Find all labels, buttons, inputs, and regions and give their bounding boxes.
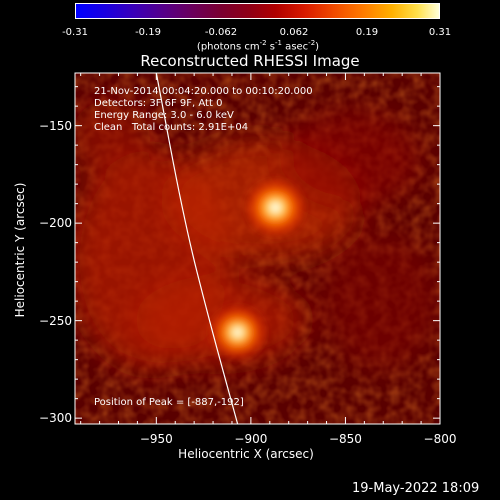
colorbar-tick: -0.31 bbox=[62, 27, 88, 38]
x-tick-label: −850 bbox=[328, 432, 362, 446]
y-tick-label: −150 bbox=[39, 118, 72, 133]
diffuse-emission bbox=[75, 100, 440, 370]
timestamp-footer: 19-May-2022 18:09 bbox=[352, 481, 480, 496]
x-tick-label: −900 bbox=[234, 432, 268, 446]
clean-counts: Clean Total counts: 2.91E+04 bbox=[94, 122, 249, 133]
emission-source bbox=[271, 203, 280, 212]
y-axis-title: Heliocentric Y (arcsec) bbox=[13, 182, 27, 318]
x-tick-label: −950 bbox=[139, 432, 173, 446]
y-tick-label: −200 bbox=[39, 216, 72, 231]
emission-source bbox=[233, 328, 242, 336]
y-tick-label: −300 bbox=[39, 411, 72, 426]
observation-time: 21-Nov-2014 00:04:20.000 to 00:10:20.000 bbox=[94, 86, 313, 97]
colorbar-tick: 0.19 bbox=[355, 27, 379, 38]
colorbar-tick: 0.31 bbox=[428, 27, 452, 38]
x-axis-title: Heliocentric X (arcsec) bbox=[178, 447, 314, 461]
colorbar-tick: 0.062 bbox=[279, 27, 309, 38]
detectors-info: Detectors: 3F 6F 9F, Att 0 bbox=[94, 98, 223, 109]
solar-limb-line bbox=[155, 73, 239, 424]
colorbar-tick: -0.062 bbox=[204, 27, 238, 38]
colorbar-unit-label: (photons cm-2 s-1 asec-2) bbox=[196, 39, 320, 53]
energy-range: Energy Range: 3.0 - 6.0 keV bbox=[94, 110, 234, 121]
colorbar bbox=[75, 3, 440, 19]
colorbar-tick: -0.19 bbox=[135, 27, 161, 38]
y-tick-label: −250 bbox=[39, 313, 72, 328]
peak-position: Position of Peak = [-887,-192] bbox=[94, 397, 244, 408]
chart-title: Reconstructed RHESSI Image bbox=[140, 52, 360, 70]
plot-frame bbox=[74, 72, 441, 425]
x-tick-label: −800 bbox=[423, 432, 457, 446]
